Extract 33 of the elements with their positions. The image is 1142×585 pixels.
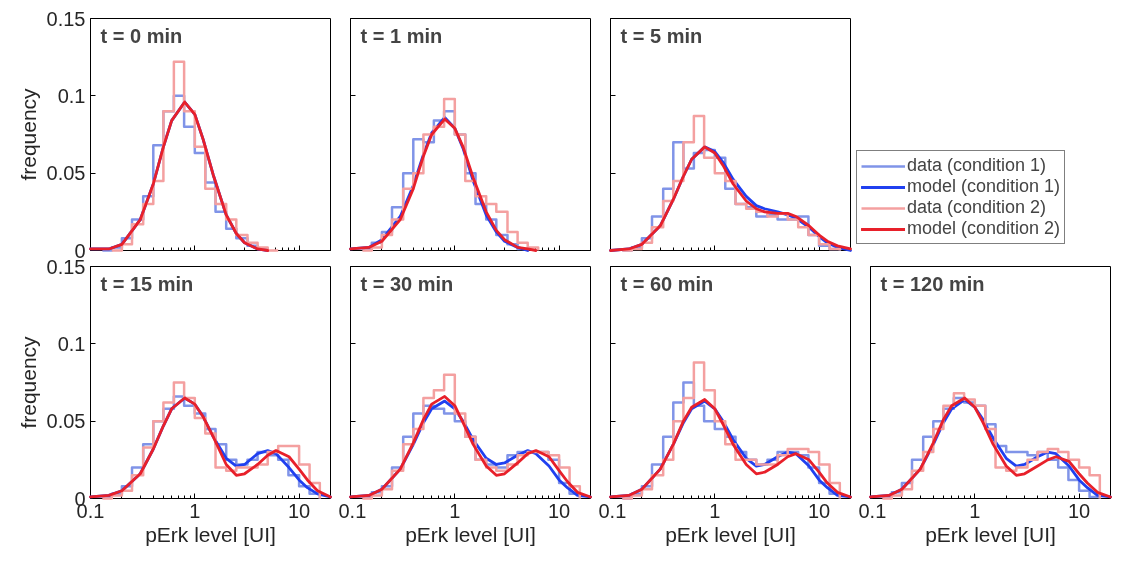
chart-title: t = 30 min	[360, 272, 454, 295]
x-axis-title: pErk level [UI]	[145, 522, 276, 546]
y-tick-label: 0.15	[46, 7, 86, 30]
x-tick-label: 0.1	[338, 499, 367, 522]
y-tick-label: 0.1	[57, 332, 86, 355]
x-tick-label: 1	[709, 499, 721, 522]
x-axis-title: pErk level [UI]	[925, 522, 1056, 546]
x-tick-label: 0.1	[858, 499, 887, 522]
chart-title: t = 60 min	[620, 272, 714, 295]
chart-title: t = 15 min	[100, 272, 194, 295]
x-tick-label: 10	[1067, 499, 1091, 522]
x-tick-label: 1	[969, 499, 981, 522]
x-tick-label: 0.1	[598, 499, 627, 522]
legend-label: model (condition 2)	[907, 218, 1061, 239]
y-tick-label: 0.1	[57, 84, 86, 107]
legend-label: model (condition 1)	[907, 176, 1061, 197]
chart-title: t = 120 min	[880, 272, 985, 295]
chart-title: t = 0 min	[100, 24, 183, 47]
y-tick-label: 0.05	[46, 410, 86, 433]
x-tick-label: 1	[449, 499, 461, 522]
x-tick-label: 10	[287, 499, 311, 522]
legend-label: data (condition 1)	[907, 155, 1048, 176]
y-axis-title: frequency	[16, 335, 40, 429]
x-tick-label: 1	[189, 499, 201, 522]
x-axis-title: pErk level [UI]	[665, 522, 796, 546]
x-tick-label: 10	[807, 499, 831, 522]
x-axis-title: pErk level [UI]	[405, 522, 536, 546]
legend-label: data (condition 2)	[907, 197, 1048, 218]
y-axis-title: frequency	[16, 87, 40, 181]
x-tick-label: 10	[547, 499, 571, 522]
chart-title: t = 1 min	[360, 24, 443, 47]
chart-title: t = 5 min	[620, 24, 703, 47]
y-tick-label: 0.05	[46, 162, 86, 185]
